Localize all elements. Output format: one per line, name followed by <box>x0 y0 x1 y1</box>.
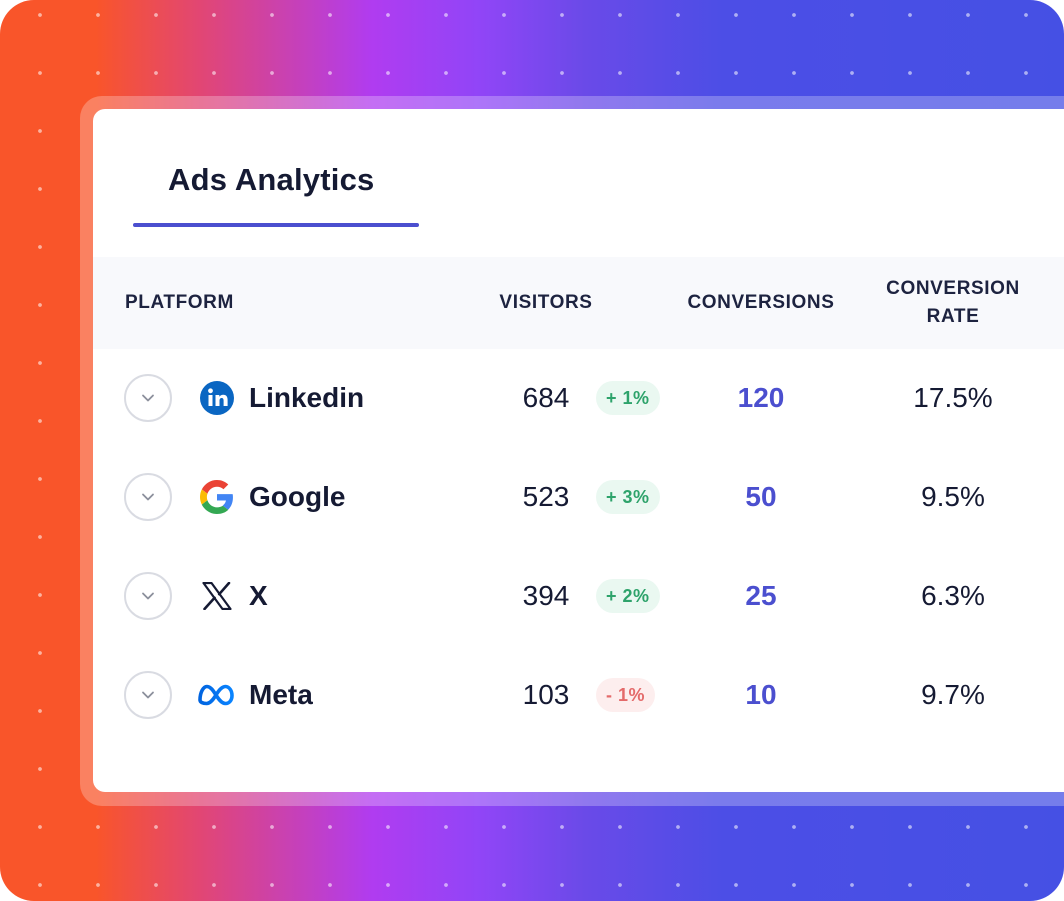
change-badge: - 1% <box>596 678 656 712</box>
platform-name: X <box>249 580 268 611</box>
table-row[interactable]: Linkedin 684 + 1% 120 17.5% <box>93 349 1064 448</box>
conversions-count: 25 <box>745 580 777 611</box>
platform-name: Linkedin <box>249 382 365 413</box>
conversion-rate: 6.3% <box>921 580 985 611</box>
visitors-count: 394 <box>522 580 570 611</box>
conversion-rate: 9.5% <box>921 481 985 512</box>
visitors-count: 103 <box>522 679 570 710</box>
active-tab-indicator <box>133 223 419 227</box>
header-conversions: CONVERSIONS <box>687 292 835 313</box>
table-header: PLATFORM VISITORS CONVERSIONS CONVERSION… <box>93 257 1064 349</box>
conversions-count: 50 <box>745 481 777 512</box>
conversion-rate: 9.7% <box>921 679 985 710</box>
conversions-count: 10 <box>745 679 777 710</box>
meta-icon <box>195 677 237 713</box>
analytics-card <box>93 109 1064 792</box>
expand-row-button[interactable] <box>124 473 172 521</box>
header-conversion-rate: CONVERSION RATE <box>873 275 1033 331</box>
header-platform: PLATFORM <box>125 292 234 313</box>
expand-row-button[interactable] <box>124 671 172 719</box>
table-row[interactable]: Meta 103 - 1% 10 9.7% <box>93 646 1064 745</box>
chevron-down-icon <box>142 493 154 501</box>
table-row[interactable]: Google 523 + 3% 50 9.5% <box>93 448 1064 547</box>
visitors-count: 684 <box>522 382 570 413</box>
table-row[interactable]: X 394 + 2% 25 6.3% <box>93 547 1064 646</box>
header-conversion-rate-line2: RATE <box>926 306 980 327</box>
change-badge: + 1% <box>596 381 660 415</box>
platform-name: Google <box>249 481 346 512</box>
header-conversion-rate-line1: CONVERSION <box>886 278 1020 299</box>
linkedin-icon <box>199 380 235 416</box>
conversion-rate: 17.5% <box>913 382 993 413</box>
chevron-down-icon <box>142 592 154 600</box>
x-icon <box>199 578 235 614</box>
expand-row-button[interactable] <box>124 572 172 620</box>
widget-title: Ads Analytics <box>168 162 375 197</box>
expand-row-button[interactable] <box>124 374 172 422</box>
chevron-down-icon <box>142 691 154 699</box>
change-badge: + 3% <box>596 480 660 514</box>
visitors-count: 523 <box>522 481 570 512</box>
change-badge: + 2% <box>596 579 660 613</box>
conversions-count: 120 <box>737 382 785 413</box>
platform-name: Meta <box>249 679 313 710</box>
header-visitors: VISITORS <box>499 292 593 313</box>
chevron-down-icon <box>142 394 154 402</box>
google-icon <box>199 479 235 515</box>
